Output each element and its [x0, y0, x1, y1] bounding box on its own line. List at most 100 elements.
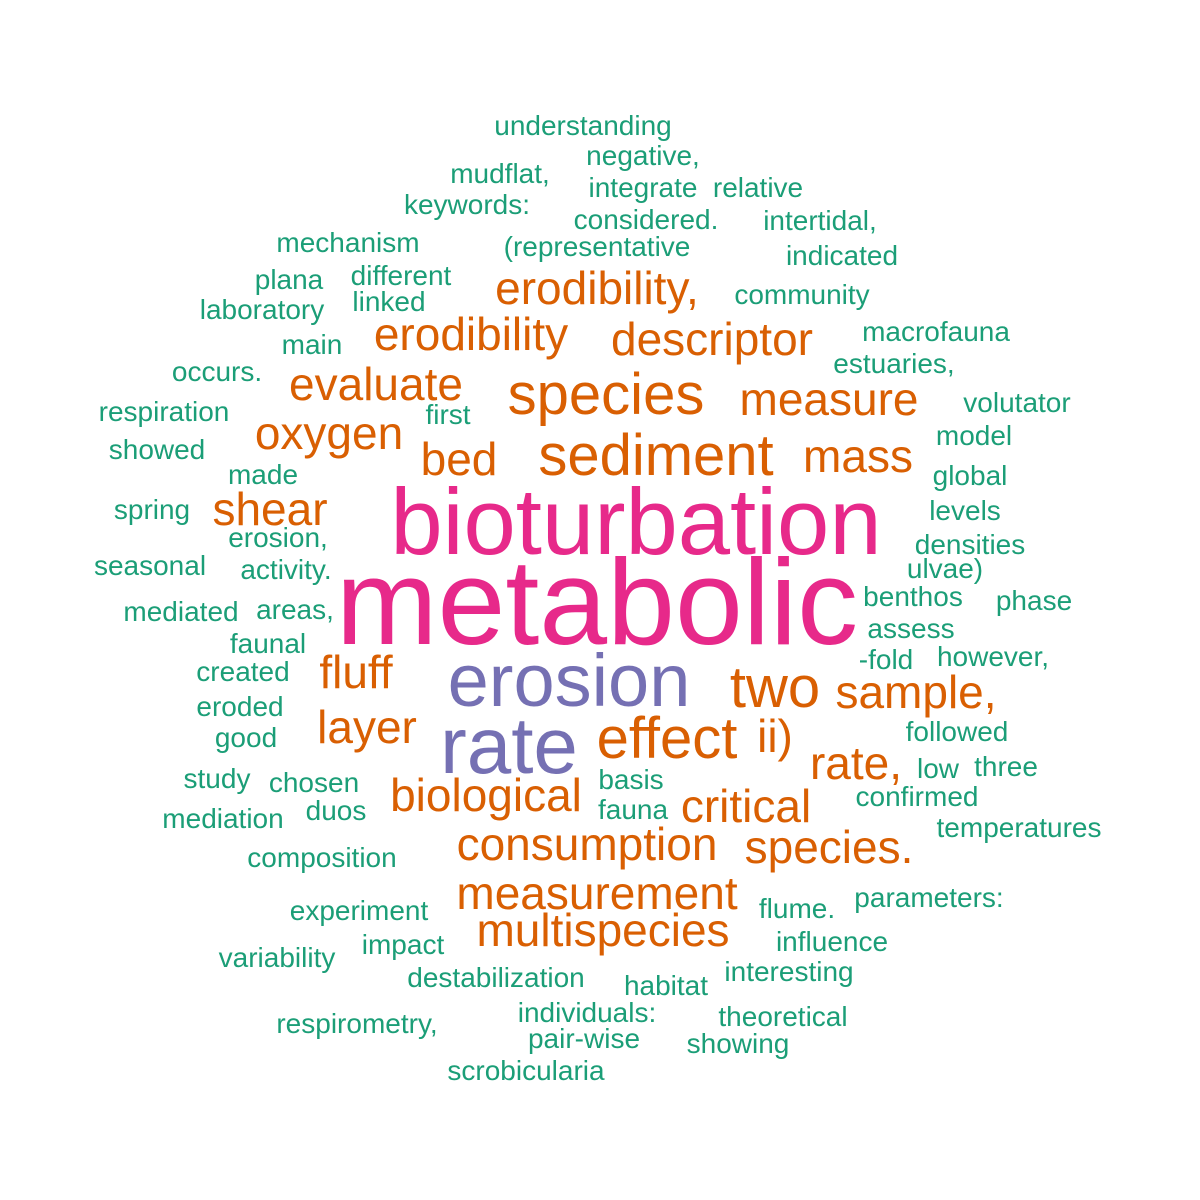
word-two: two [729, 655, 821, 720]
word-bed: bed [420, 433, 498, 485]
word-rate-comma: rate, [809, 737, 903, 789]
word-three: three [974, 751, 1038, 782]
word-temperatures: temperatures [936, 812, 1102, 843]
word-phase: phase [995, 585, 1073, 616]
word-activity: activity. [240, 554, 332, 585]
word-variability: variability [218, 942, 336, 973]
word-basis: basis [598, 764, 664, 795]
word-main: main [281, 329, 343, 360]
word-bioturbation: bioturbation [390, 469, 882, 574]
word-impact: impact [361, 929, 445, 960]
word-faunal: faunal [229, 628, 307, 659]
word-erodibility: erodibility [373, 308, 569, 360]
word-individuals: individuals: [517, 997, 657, 1028]
word-areas: areas, [256, 594, 334, 625]
word-different: different [350, 260, 452, 291]
word-effect: effect [596, 706, 738, 771]
word-flume: flume. [758, 893, 836, 924]
word-macrofauna: macrofauna [862, 316, 1010, 347]
word-respirometry: respirometry, [276, 1008, 438, 1039]
word-habitat: habitat [623, 970, 709, 1001]
word-interesting: interesting [724, 956, 854, 987]
word-descriptor: descriptor [611, 313, 813, 365]
word-mechanism: mechanism [276, 227, 420, 258]
word-fold: -fold [858, 644, 914, 675]
word-destabilization: destabilization [407, 962, 585, 993]
word-created: created [196, 656, 290, 687]
word-linked: linked [352, 286, 426, 317]
word-consumption: consumption [456, 818, 718, 870]
word-mass: mass [803, 430, 913, 482]
word-laboratory: laboratory [199, 294, 325, 325]
word-confirmed: confirmed [855, 781, 979, 812]
word-however: however, [936, 641, 1050, 672]
word-volutator: volutator [963, 387, 1071, 418]
word-multispecies: multispecies [476, 904, 730, 956]
word-mediated: mediated [123, 596, 239, 627]
word-good: good [214, 722, 278, 753]
word-mudflat: mudflat, [450, 158, 550, 189]
word-oxygen: oxygen [254, 407, 404, 459]
word-representative: (representative [503, 231, 691, 262]
word-spring: spring [113, 494, 191, 525]
word-sediment: sediment [538, 423, 774, 488]
word-erosion-comma: erosion, [228, 522, 328, 553]
word-sample: sample, [835, 666, 997, 718]
word-study: study [183, 763, 251, 794]
word-intertidal: intertidal, [763, 205, 877, 236]
word-showing: showing [686, 1028, 790, 1059]
word-seasonal: seasonal [93, 550, 207, 581]
word-experiment: experiment [289, 895, 429, 926]
word-showed: showed [108, 434, 206, 465]
word-respiration: respiration [98, 396, 230, 427]
word-chosen: chosen [268, 767, 360, 798]
word-assess: assess [867, 613, 955, 644]
word-estuaries: estuaries, [833, 348, 955, 379]
word-composition: composition [247, 842, 397, 873]
word-mediation: mediation [162, 803, 284, 834]
word-ulvae: ulvae) [906, 553, 984, 584]
word-rate: rate [440, 701, 578, 790]
word-ii: ii) [757, 710, 793, 762]
word-erodibility-comma: erodibility, [495, 262, 699, 314]
word-eroded: eroded [196, 691, 284, 722]
word-global: global [932, 460, 1008, 491]
word-occurs: occurs. [171, 356, 263, 387]
word-community: community [734, 279, 870, 310]
word-theoretical: theoretical [718, 1001, 848, 1032]
word-shear: shear [212, 483, 328, 535]
word-evaluate: evaluate [289, 358, 463, 410]
word-metabolic: metabolic [335, 534, 859, 670]
word-critical: critical [680, 780, 812, 832]
word-low: low [916, 753, 960, 784]
word-indicated: indicated [785, 240, 899, 271]
word-parameters: parameters: [854, 882, 1004, 913]
word-duos: duos [305, 795, 367, 826]
word-first: first [425, 399, 471, 430]
word-relative: relative [712, 172, 804, 203]
word-plana: plana [254, 264, 324, 295]
word-made: made [227, 459, 299, 490]
word-erosion: erosion [447, 639, 691, 722]
word-integrate: integrate [588, 172, 698, 203]
word-considered: considered. [573, 204, 719, 235]
word-species-period: species. [744, 821, 914, 873]
word-species: species [507, 362, 705, 427]
word-benthos: benthos [863, 581, 963, 612]
word-fauna: fauna [597, 794, 669, 825]
word-levels: levels [929, 495, 1001, 526]
word-followed: followed [905, 716, 1009, 747]
word-pair-wise: pair-wise [527, 1023, 641, 1054]
word-biological: biological [390, 769, 582, 821]
word-measure: measure [739, 373, 919, 425]
word-influence: influence [775, 926, 889, 957]
word-layer: layer [317, 701, 417, 753]
word-densities: densities [914, 529, 1026, 560]
word-scrobicularia: scrobicularia [447, 1055, 605, 1086]
word-keywords: keywords: [403, 189, 531, 220]
word-model: model [935, 420, 1013, 451]
word-fluff: fluff [319, 646, 393, 698]
word-negative: negative, [586, 140, 700, 171]
word-understanding: understanding [494, 110, 672, 141]
